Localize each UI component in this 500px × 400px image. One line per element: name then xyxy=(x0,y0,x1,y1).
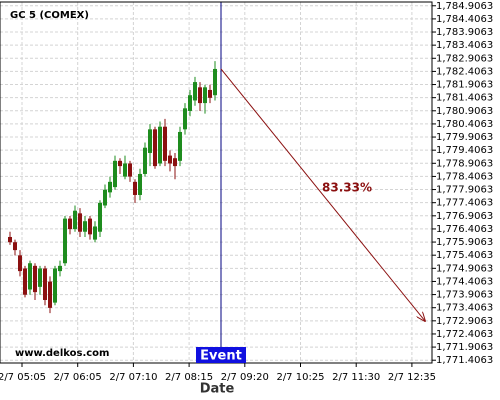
candle-body xyxy=(208,89,212,98)
grid xyxy=(0,2,432,363)
y-tick-label: 1,771.9063 xyxy=(436,342,493,353)
y-tick-label: 1,771.4063 xyxy=(436,355,493,366)
candle-body xyxy=(203,87,207,104)
candle-body xyxy=(68,218,72,230)
x-tick-label: 2/7 07:10 xyxy=(109,372,157,383)
y-tick-label: 1,775.9063 xyxy=(436,237,493,248)
watermark: www.delkos.com xyxy=(15,348,109,359)
y-tick-label: 1,779.9063 xyxy=(436,132,493,143)
candle-body xyxy=(168,155,172,164)
candle-body xyxy=(193,82,197,101)
candle-body xyxy=(153,129,157,167)
y-tick-label: 1,781.9063 xyxy=(436,80,493,91)
x-tick-label: 2/7 08:15 xyxy=(165,372,213,383)
candle-body xyxy=(128,163,132,177)
candle-body xyxy=(103,189,107,206)
candle-body xyxy=(83,221,87,232)
candle-body xyxy=(38,268,42,287)
y-tick-label: 1,772.4063 xyxy=(436,329,493,340)
candle-body xyxy=(93,226,97,240)
candle-body xyxy=(28,263,32,290)
candle-body xyxy=(143,147,147,174)
plot xyxy=(8,2,425,347)
candle-body xyxy=(158,126,162,164)
candle-body xyxy=(163,126,167,161)
candle-body xyxy=(98,202,102,232)
x-tick-label: 2/7 05:05 xyxy=(0,372,46,383)
y-tick-label: 1,774.4063 xyxy=(436,276,493,287)
candle-body xyxy=(183,108,187,130)
candle-body xyxy=(188,95,192,111)
candle-body xyxy=(63,218,67,264)
y-tick-label: 1,778.4063 xyxy=(436,171,493,182)
candle-body xyxy=(108,181,112,193)
y-tick-label: 1,781.4063 xyxy=(436,93,493,104)
x-tick-label: 2/7 11:30 xyxy=(332,372,380,383)
candle-body xyxy=(58,265,62,272)
y-tick-label: 1,783.9063 xyxy=(436,27,493,38)
candle-body xyxy=(43,268,47,300)
candle-body xyxy=(23,268,27,295)
candle-body xyxy=(118,160,122,167)
candle-body xyxy=(33,265,37,293)
y-tick-label: 1,782.4063 xyxy=(436,66,493,77)
y-tick-label: 1,780.4063 xyxy=(436,119,493,130)
candle-body xyxy=(198,87,202,104)
candle-body xyxy=(133,181,137,195)
y-tick-label: 1,784.4063 xyxy=(436,14,493,25)
y-tick-label: 1,783.4063 xyxy=(436,40,493,51)
chart-title: GC 5 (COMEX) xyxy=(10,10,89,21)
projection-label: 83.33% xyxy=(322,181,372,195)
y-tick-label: 1,772.9063 xyxy=(436,316,493,327)
candle-body xyxy=(178,131,182,161)
x-axis-title: Date xyxy=(200,382,235,397)
candle-body xyxy=(123,163,127,177)
candle-body xyxy=(13,242,17,251)
y-tick-label: 1,780.9063 xyxy=(436,106,493,117)
y-tick-label: 1,773.4063 xyxy=(436,303,493,314)
y-tick-label: 1,776.9063 xyxy=(436,211,493,222)
candle-body xyxy=(148,129,152,153)
y-tick-label: 1,775.4063 xyxy=(436,250,493,261)
y-tick-label: 1,777.9063 xyxy=(436,185,493,196)
y-tick-label: 1,777.4063 xyxy=(436,198,493,209)
candle-body xyxy=(138,173,142,195)
x-tick-label: 2/7 06:05 xyxy=(54,372,102,383)
y-tick-label: 1,778.9063 xyxy=(436,158,493,169)
y-tick-label: 1,779.4063 xyxy=(436,145,493,156)
event-box xyxy=(196,347,246,363)
candle-body xyxy=(18,255,22,272)
x-tick-label: 2/7 12:35 xyxy=(388,372,436,383)
candle-body xyxy=(213,68,217,96)
candle-body xyxy=(8,236,12,243)
candle-body xyxy=(88,218,92,235)
y-tick-label: 1,776.4063 xyxy=(436,224,493,235)
candle-body xyxy=(73,210,77,230)
x-tick-label: 2/7 09:20 xyxy=(221,372,269,383)
y-tick-label: 1,782.9063 xyxy=(436,53,493,64)
candle-body xyxy=(53,268,57,303)
y-tick-label: 1,774.9063 xyxy=(436,263,493,274)
candle-body xyxy=(113,160,117,188)
y-tick-label: 1,773.9063 xyxy=(436,290,493,301)
event-label: Event xyxy=(200,349,242,364)
candle-body xyxy=(48,281,52,308)
y-tick-label: 1,784.9063 xyxy=(436,1,493,12)
x-tick-label: 2/7 10:25 xyxy=(276,372,324,383)
candle-body xyxy=(78,213,82,232)
projection-arrow xyxy=(220,68,425,321)
candle-body xyxy=(173,158,177,167)
